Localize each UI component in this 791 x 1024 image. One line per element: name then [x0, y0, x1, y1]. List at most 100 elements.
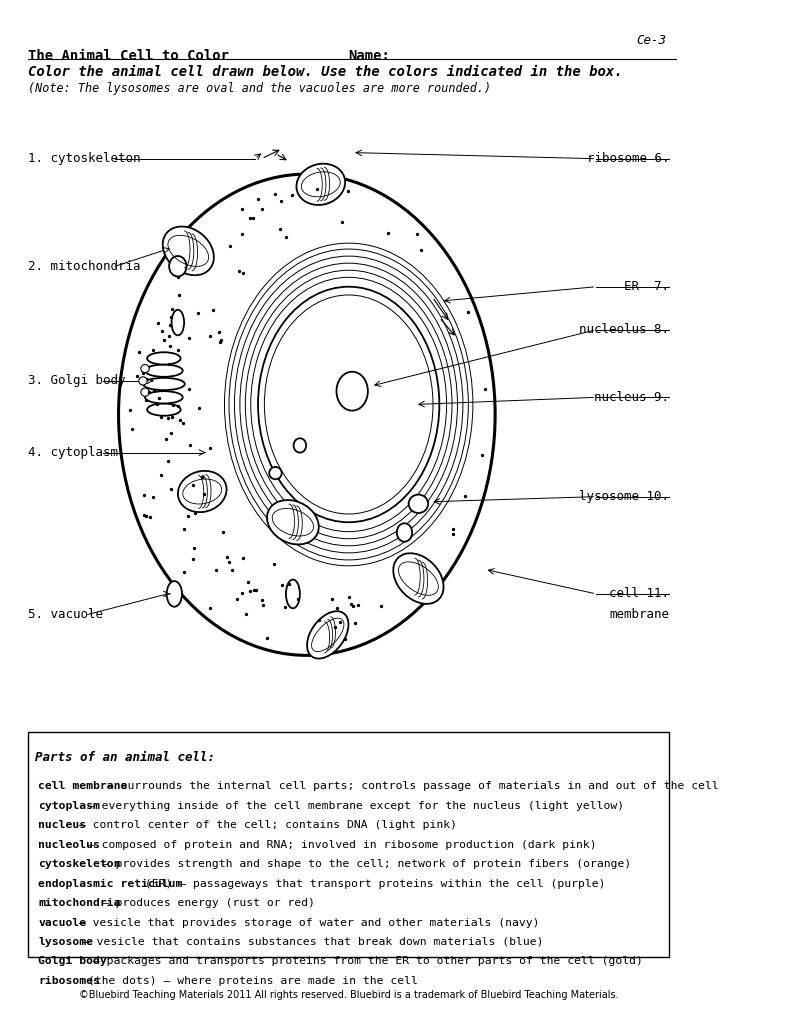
Point: [177, 415, 190, 431]
Point: [374, 598, 387, 614]
Point: [381, 225, 394, 242]
Ellipse shape: [141, 388, 149, 396]
Point: [214, 332, 227, 348]
Point: [351, 597, 364, 613]
Point: [346, 598, 359, 614]
Point: [268, 556, 281, 572]
Text: ribosome 6.: ribosome 6.: [587, 153, 669, 165]
Point: [213, 324, 225, 340]
Ellipse shape: [145, 365, 183, 377]
Point: [136, 365, 149, 381]
Point: [310, 181, 323, 198]
Point: [142, 384, 155, 400]
Point: [225, 561, 238, 578]
Point: [148, 382, 161, 398]
Point: [143, 509, 156, 525]
Text: endoplasmic reticulum: endoplasmic reticulum: [38, 879, 183, 889]
Point: [328, 618, 341, 635]
Point: [140, 392, 153, 409]
Ellipse shape: [178, 471, 226, 512]
Text: lysosome 10.: lysosome 10.: [580, 490, 669, 503]
Ellipse shape: [172, 309, 184, 335]
Point: [247, 210, 259, 226]
Point: [124, 401, 137, 418]
Text: ER  7.: ER 7.: [624, 281, 669, 293]
Point: [247, 582, 259, 598]
Point: [446, 521, 459, 538]
Point: [166, 301, 179, 317]
Point: [187, 540, 200, 556]
Point: [150, 395, 163, 412]
Point: [459, 487, 471, 504]
Point: [206, 302, 219, 318]
FancyBboxPatch shape: [28, 732, 669, 957]
Point: [326, 591, 339, 607]
Point: [479, 381, 491, 397]
Point: [236, 201, 248, 217]
Point: [276, 577, 289, 593]
Point: [231, 591, 244, 607]
Text: lysosome: lysosome: [38, 937, 93, 947]
Point: [261, 630, 274, 646]
Ellipse shape: [147, 403, 180, 416]
Text: The Animal Cell to Color: The Animal Cell to Color: [28, 49, 229, 63]
Point: [331, 600, 343, 616]
Point: [184, 437, 196, 454]
Text: 4. cytoplasm: 4. cytoplasm: [28, 446, 118, 459]
Text: Name:: Name:: [349, 49, 391, 63]
Point: [126, 421, 138, 437]
Text: mitochondria: mitochondria: [38, 898, 121, 908]
Point: [291, 591, 304, 607]
Text: Parts of an animal cell:: Parts of an animal cell:: [35, 751, 215, 764]
Point: [158, 332, 171, 348]
Point: [242, 573, 255, 590]
Point: [167, 396, 180, 413]
Point: [342, 182, 354, 199]
Point: [172, 398, 184, 415]
Ellipse shape: [145, 391, 183, 403]
Point: [163, 356, 176, 373]
Point: [214, 334, 226, 350]
Point: [153, 389, 165, 406]
Text: cell 11.: cell 11.: [610, 588, 669, 600]
Point: [203, 600, 216, 616]
Point: [172, 287, 185, 303]
Text: nucleus: nucleus: [38, 820, 86, 830]
Text: Ce-3: Ce-3: [636, 34, 666, 47]
Text: – provides strength and shape to the cell; network of protein fibers (orange): – provides strength and shape to the cel…: [95, 859, 631, 869]
Point: [164, 338, 176, 354]
Text: – packages and transports proteins from the ER to other parts of the cell (gold): – packages and transports proteins from …: [85, 956, 642, 967]
Text: Golgi body: Golgi body: [38, 956, 107, 967]
Point: [224, 238, 237, 254]
Point: [195, 469, 208, 485]
Point: [182, 381, 195, 397]
Point: [165, 309, 177, 326]
Text: 3. Golgi body: 3. Golgi body: [28, 375, 126, 387]
Ellipse shape: [336, 372, 368, 411]
Point: [133, 344, 146, 360]
Point: [188, 505, 201, 521]
Point: [237, 225, 249, 242]
Text: – vesicle that provides storage of water and other materials (navy): – vesicle that provides storage of water…: [71, 918, 539, 928]
Text: 5. vacuole: 5. vacuole: [28, 608, 103, 621]
Point: [312, 611, 325, 628]
Point: [160, 430, 172, 446]
Point: [414, 242, 427, 258]
Text: nucleolus 8.: nucleolus 8.: [580, 324, 669, 336]
Ellipse shape: [163, 226, 214, 275]
Ellipse shape: [397, 523, 412, 542]
Text: cell membrane: cell membrane: [38, 781, 127, 792]
Point: [203, 440, 216, 457]
Point: [447, 525, 460, 542]
Point: [244, 584, 256, 600]
Point: [222, 554, 235, 570]
Point: [256, 592, 269, 608]
Point: [252, 190, 264, 207]
Text: – control center of the cell; contains DNA (light pink): – control center of the cell; contains D…: [71, 820, 456, 830]
Ellipse shape: [258, 287, 439, 522]
Text: (the dots) – where proteins are made in the cell: (the dots) – where proteins are made in …: [81, 976, 418, 986]
Point: [165, 425, 177, 441]
Point: [161, 454, 174, 470]
Point: [233, 263, 245, 280]
Point: [193, 400, 206, 417]
